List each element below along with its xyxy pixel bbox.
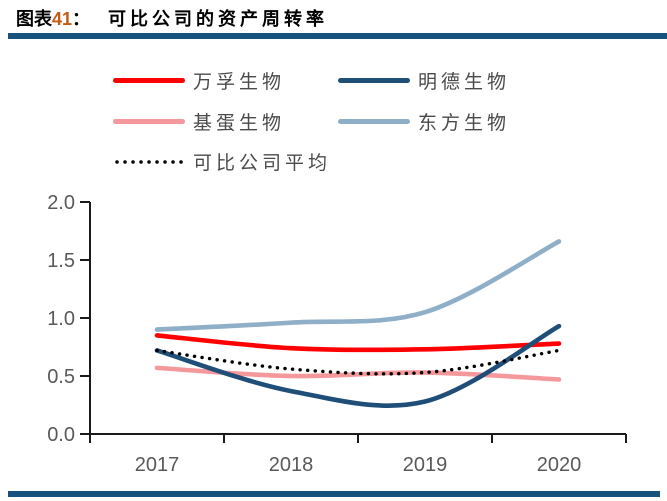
- legend-swatch-darkblue-line: [338, 78, 410, 83]
- x-tick-label: 2017: [135, 454, 180, 476]
- x-tick-label: 2018: [269, 454, 314, 476]
- legend-entry-mingde: 明德生物: [338, 67, 510, 94]
- figure-title-text: 可比公司的资产周转率: [108, 9, 329, 29]
- series-line-3: [154, 239, 562, 332]
- x-tick-label: 2020: [537, 454, 582, 476]
- figure-title: 图表41： 可比公司的资产周转率: [16, 5, 328, 31]
- legend-swatch-dotted-line: [113, 159, 185, 164]
- series-line-1: [154, 323, 562, 408]
- legend-label: 基蛋生物: [193, 113, 286, 134]
- legend-label: 可比公司平均: [193, 153, 332, 174]
- legend-label: 东方生物: [418, 113, 511, 134]
- y-tick-label: 0.5: [47, 366, 75, 388]
- chart-legend: 万孚生物 明德生物 基蛋生物 东方生物 可比公司平均: [0, 0, 667, 180]
- legend-swatch-pink-line: [113, 119, 185, 124]
- y-tick-label: 2.0: [47, 192, 75, 214]
- y-tick-label: 1.5: [47, 250, 75, 272]
- legend-entry-dongfang: 东方生物: [338, 108, 510, 135]
- x-tick-label: 2019: [403, 454, 448, 476]
- top-divider-bar: [8, 33, 667, 39]
- y-tick-label: 0.0: [47, 424, 75, 446]
- figure-title-colon: ：: [72, 9, 91, 29]
- legend-entry-average: 可比公司平均: [113, 148, 331, 175]
- axes: [89, 202, 626, 435]
- legend-swatch-lightblue-line: [338, 119, 410, 124]
- legend-entry-wanfu: 万孚生物: [113, 67, 285, 94]
- series-line-4: [155, 348, 561, 376]
- series-line-0: [154, 333, 562, 353]
- figure-number: 41: [52, 9, 73, 29]
- legend-label: 明德生物: [418, 72, 511, 93]
- legend-label: 万孚生物: [193, 72, 286, 93]
- legend-entry-jidan: 基蛋生物: [113, 108, 285, 135]
- bottom-divider-bar: [8, 491, 660, 497]
- figure-title-prefix: 图表: [16, 9, 52, 29]
- y-tick-label: 1.0: [47, 308, 75, 330]
- legend-swatch-red-line: [113, 78, 185, 83]
